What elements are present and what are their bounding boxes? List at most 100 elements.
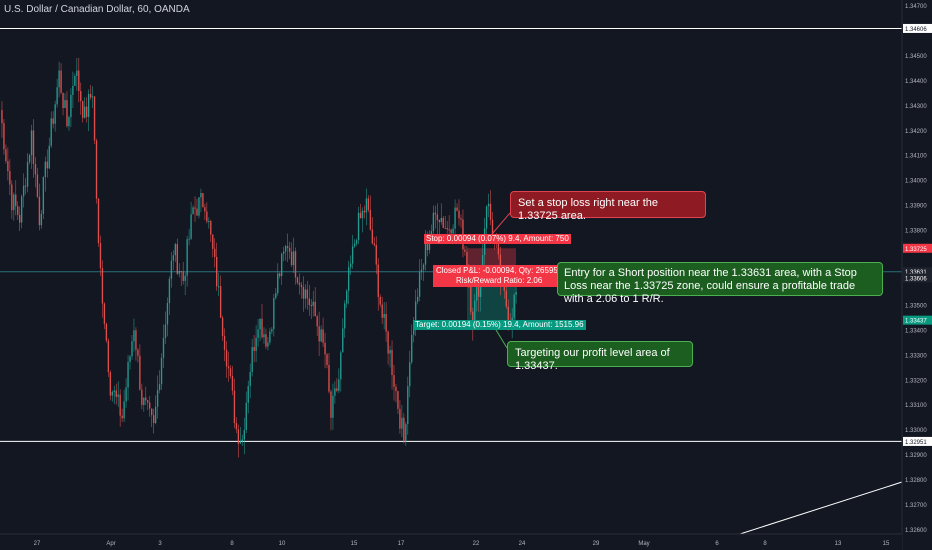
candle-body xyxy=(239,441,242,444)
price-tag-bg xyxy=(903,267,932,277)
candle-body xyxy=(15,194,17,207)
candle-body xyxy=(152,415,155,424)
candle-body xyxy=(121,415,123,419)
candle-body xyxy=(290,251,293,266)
candle-body xyxy=(109,372,112,396)
y-tick-label: 1.33300 xyxy=(905,353,927,359)
candle-body xyxy=(322,329,324,343)
candle-body xyxy=(34,163,37,175)
x-tick-label: 27 xyxy=(34,541,41,547)
candle-body xyxy=(107,340,110,373)
candle-body xyxy=(284,246,287,252)
candle-body xyxy=(143,397,145,405)
price-tag-target: 1.33437 xyxy=(905,319,927,325)
candle-body xyxy=(210,221,212,235)
candle-body xyxy=(184,275,186,281)
candle-body xyxy=(1,110,3,124)
candle-body xyxy=(241,439,244,442)
x-tick-label: 10 xyxy=(279,541,286,547)
candles xyxy=(1,57,517,458)
time-axis-bg xyxy=(0,534,902,550)
target-callout: Targeting our profit level area of 1.334… xyxy=(507,341,693,372)
candle-body xyxy=(150,408,153,416)
candle-body xyxy=(231,376,234,391)
candle-body xyxy=(178,270,180,274)
candle-body xyxy=(294,251,297,278)
y-tick-label: 1.32800 xyxy=(905,478,927,484)
candle-body xyxy=(223,335,226,350)
candle-body xyxy=(129,356,131,363)
candle-body xyxy=(249,371,251,387)
candle-body xyxy=(221,317,224,336)
candle-body xyxy=(324,342,326,355)
candle-body xyxy=(70,94,72,118)
candle-body xyxy=(170,260,173,279)
candle-body xyxy=(281,253,283,277)
candle-body xyxy=(48,145,50,169)
candle-body xyxy=(172,255,175,261)
x-tick-label: 8 xyxy=(763,541,767,547)
candle-body xyxy=(26,162,29,187)
candle-body xyxy=(338,379,340,391)
candle-body xyxy=(216,256,218,287)
y-tick-label: 1.33100 xyxy=(905,403,927,409)
candle-body xyxy=(474,300,476,327)
candle-body xyxy=(162,337,165,358)
candle-body xyxy=(470,285,472,312)
candle-body xyxy=(314,301,316,317)
candle-body xyxy=(320,329,322,342)
candle-body xyxy=(82,101,84,118)
candle-body xyxy=(308,298,310,305)
price-axis: 1.34700 1.34500 1.34400 1.34300 1.34200 1.341… xyxy=(901,0,932,550)
candle-body xyxy=(196,208,198,216)
candle-body xyxy=(99,243,102,269)
candle-body xyxy=(50,118,52,146)
candle-body xyxy=(454,207,456,229)
candle-body xyxy=(481,255,484,274)
x-tick-label: 22 xyxy=(473,541,480,547)
candle-body xyxy=(273,298,275,330)
x-tick-label: 13 xyxy=(835,541,842,547)
candle-body xyxy=(13,194,15,211)
candle-body xyxy=(340,352,342,380)
candle-body xyxy=(414,301,417,330)
candle-body xyxy=(233,390,236,424)
candle-body xyxy=(377,264,379,297)
candle-body xyxy=(361,210,364,219)
candle-body xyxy=(113,390,115,392)
candle-body xyxy=(334,388,336,396)
candle-body xyxy=(277,273,279,294)
candle-body xyxy=(416,296,419,302)
candle-body xyxy=(497,242,500,255)
candle-body xyxy=(247,386,249,403)
price-tag-bg xyxy=(903,436,932,446)
candle-body xyxy=(446,228,448,230)
candle-body xyxy=(422,264,425,270)
candle-body xyxy=(84,106,86,118)
candle-body xyxy=(271,329,273,332)
candle-body xyxy=(145,397,147,401)
candle-body xyxy=(275,293,277,299)
candle-body xyxy=(164,324,167,338)
candle-body xyxy=(9,171,11,185)
candle-body xyxy=(381,304,383,318)
candle-body xyxy=(304,289,307,299)
candle-body xyxy=(472,311,474,327)
candle-body xyxy=(478,286,480,297)
candle-body xyxy=(332,395,334,418)
candle-body xyxy=(89,93,92,98)
candle-body xyxy=(117,394,119,397)
y-tick-label: 1.34100 xyxy=(905,154,927,160)
candle-body xyxy=(11,184,13,211)
candle-body xyxy=(458,210,460,219)
price-tag-bg xyxy=(903,243,932,253)
candle-body xyxy=(464,249,466,252)
candle-body xyxy=(312,301,314,306)
candle-body xyxy=(269,331,271,343)
candle-body xyxy=(168,278,171,304)
candle-body xyxy=(460,218,462,220)
candle-body xyxy=(487,203,490,207)
candle-body xyxy=(101,268,104,304)
y-tick-label: 1.33200 xyxy=(905,378,927,384)
